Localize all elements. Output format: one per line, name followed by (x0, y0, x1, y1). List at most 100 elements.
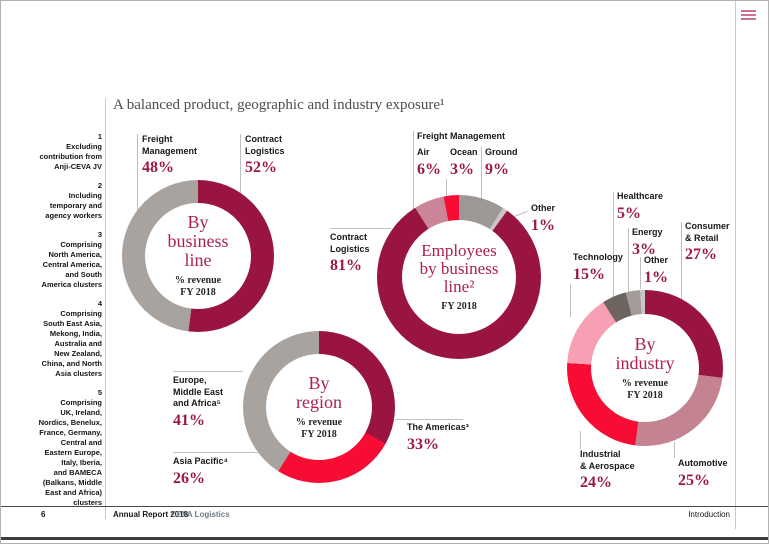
footnote-4: 4 Comprising South East Asia, Mekong, In… (25, 299, 102, 379)
label-other-industry: Other 1% (644, 255, 668, 286)
chart-subtitle: FY 2018 (441, 300, 477, 312)
leader-line (628, 228, 629, 293)
donut-center: By business line % revenue FY 2018 (145, 203, 251, 309)
leader-line (173, 371, 243, 372)
footnote-5: 5 Comprising UK, Ireland, Nordics, Benel… (25, 388, 102, 508)
segment-name: Consumer & Retail (685, 221, 730, 243)
leader-line (413, 131, 414, 211)
segment-value: 3% (632, 240, 656, 258)
segment-name: Technology (573, 252, 623, 262)
leader-line (330, 228, 391, 229)
footnote-text: Including temporary and agency workers (45, 191, 102, 220)
footnote-1: 1 Excluding contribution from Anji-CEVA … (25, 132, 103, 172)
hamburger-icon (741, 18, 756, 20)
leader-line (481, 147, 482, 208)
segment-value: 24% (580, 474, 612, 491)
donut-employees-by-business-line: Employees by business line² FY 2018 (377, 195, 541, 359)
segment-name: Europe, Middle East and Africa⁵ (173, 375, 224, 408)
segment-value: 1% (644, 268, 668, 286)
label-ocean: Ocean 3% (450, 147, 478, 178)
segment-value: 25% (678, 471, 710, 489)
segment-value: 52% (245, 159, 277, 176)
chart-title: By industry (615, 333, 675, 373)
segment-value: 27% (685, 246, 717, 263)
label-contract-logistics: Contract Logistics 52% (245, 134, 285, 176)
label-other: Other 1% (531, 203, 555, 234)
segment-name: Ocean (450, 147, 478, 157)
segment-name: Air (417, 147, 430, 157)
donut-center: By region % revenue FY 2018 (266, 354, 372, 460)
page-number: 6 (41, 510, 46, 519)
segment-value: 9% (485, 160, 509, 178)
leader-line (395, 419, 463, 420)
segment-name: Industrial & Aerospace (580, 449, 635, 471)
donut-by-industry: By industry % revenue FY 2018 (567, 290, 723, 446)
segment-name: Other (644, 255, 669, 265)
segment-value: 15% (573, 265, 605, 283)
footnote-number: 1 (97, 132, 102, 141)
chart-title: By business line (167, 212, 229, 270)
label-the-americas: The Americas³ 33% (407, 422, 469, 453)
segment-name: Healthcare (617, 191, 664, 201)
left-margin-rule (105, 98, 106, 519)
segment-name: Automotive (678, 458, 728, 468)
segment-value: 33% (407, 435, 439, 453)
segment-value: 48% (142, 159, 174, 176)
label-automotive: Automotive 25% (678, 458, 728, 489)
leader-line (240, 134, 241, 198)
donut-by-region: By region % revenue FY 2018 (243, 331, 395, 483)
chart-title: By region (296, 372, 342, 412)
segment-value: 26% (173, 469, 205, 487)
footnote-text: Excluding contribution from Anji-CEVA JV (39, 142, 103, 171)
bottom-edge-bar (1, 537, 768, 540)
footer-rule (1, 506, 768, 507)
footnotes-sidebar: 1 Excluding contribution from Anji-CEVA … (25, 132, 102, 517)
leader-line (681, 222, 682, 299)
leader-line (137, 134, 138, 212)
leader-line (640, 257, 641, 289)
label-freight-management: Freight Management 48% (142, 134, 197, 176)
footnote-text: Comprising North America, Central Americ… (41, 240, 102, 289)
leader-line (173, 452, 258, 453)
label-emea: Europe, Middle East and Africa⁵ 41% (173, 375, 223, 429)
donut-center: By industry % revenue FY 2018 (591, 314, 699, 422)
label-technology: Technology 15% (573, 252, 623, 283)
label-asia-pacific: Asia Pacific⁴ 26% (173, 456, 228, 487)
segment-name: Contract Logistics (330, 232, 370, 254)
right-margin-rule (735, 1, 736, 529)
label-contract-logistics-employees: Contract Logistics 81% (330, 232, 370, 274)
leader-line (613, 192, 614, 302)
menu-button[interactable] (741, 10, 756, 20)
label-air: Air 6% (417, 147, 441, 178)
chart-subtitle: % revenue FY 2018 (295, 416, 343, 440)
label-freight-management-group: Freight Management (417, 131, 505, 143)
hamburger-icon (741, 14, 756, 16)
segment-name: The Americas³ (407, 422, 469, 432)
label-healthcare: Healthcare 5% (617, 191, 663, 222)
chart-subtitle: % revenue FY 2018 (621, 377, 669, 401)
leader-line (446, 179, 447, 203)
label-industrial-aerospace: Industrial & Aerospace 24% (580, 449, 635, 491)
page-title: A balanced product, geographic and indus… (113, 97, 445, 113)
footer-report-title: Annual Report 2018 (113, 510, 189, 519)
segment-value: 5% (617, 204, 641, 222)
segment-name: Ground (485, 147, 518, 157)
segment-value: 1% (531, 216, 555, 234)
donut-by-business-line: By business line % revenue FY 2018 (122, 180, 274, 332)
segment-value: 41% (173, 411, 205, 429)
footer-section: Introduction (688, 510, 730, 519)
group-label: Freight Management (417, 131, 506, 141)
segment-name: Other (531, 203, 556, 213)
footnote-3: 3 Comprising North America, Central Amer… (25, 230, 102, 290)
hamburger-icon (741, 10, 756, 12)
footnote-text: Comprising UK, Ireland, Nordics, Benelux… (38, 398, 102, 507)
footnote-2: 2 Including temporary and agency workers (25, 181, 102, 221)
chart-subtitle: % revenue FY 2018 (174, 275, 222, 298)
footer-brand: CEVA Logistics (171, 510, 230, 519)
leader-line (570, 284, 571, 317)
label-consumer-retail: Consumer & Retail 27% (685, 221, 730, 263)
footnote-text: Comprising South East Asia, Mekong, Indi… (41, 309, 102, 378)
segment-name: Contract Logistics (245, 134, 285, 156)
segment-name: Freight Management (142, 134, 198, 156)
